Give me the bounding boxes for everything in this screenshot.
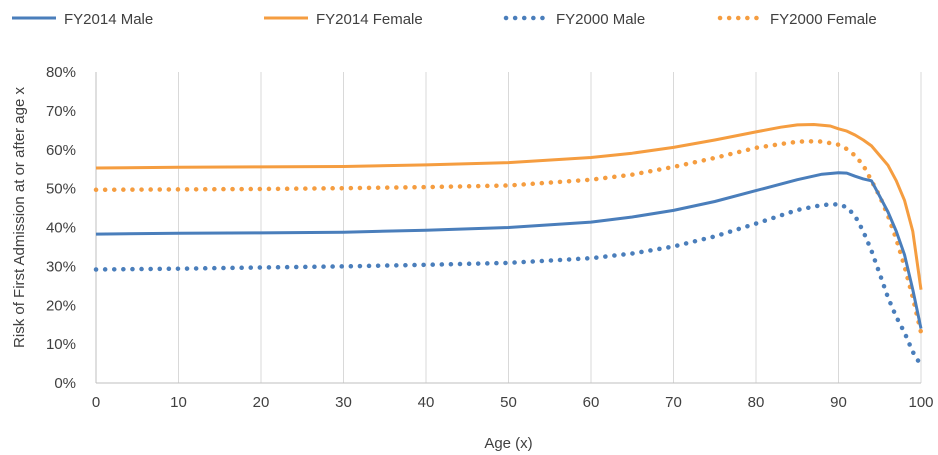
plot-area: [93, 123, 924, 368]
x-tick-label: 90: [830, 394, 847, 411]
y-tick-label: 40%: [46, 220, 76, 237]
series-line-fy2000-male: [93, 201, 924, 368]
x-tick-label: 0: [92, 394, 100, 411]
x-axis: 0 10 20 30 40 50 60 70 80 90 100: [92, 394, 934, 411]
legend-item-fy2014-male: FY2014 Male: [12, 11, 153, 28]
x-tick-label: 80: [748, 394, 765, 411]
x-tick-label: 50: [500, 394, 517, 411]
legend-label: FY2014 Female: [316, 11, 423, 28]
y-tick-label: 60%: [46, 142, 76, 159]
y-tick-label: 70%: [46, 103, 76, 120]
y-tick-label: 80%: [46, 64, 76, 81]
series-line-fy2014-female: [95, 123, 923, 290]
series-line-fy2014-male: [95, 171, 923, 329]
y-tick-label: 0%: [54, 375, 76, 392]
x-tick-label: 40: [418, 394, 435, 411]
legend: FY2014 Male FY2014 Female FY2000 Male FY200…: [12, 11, 877, 28]
legend-label: FY2000 Male: [556, 11, 645, 28]
y-axis-title: Risk of First Admission at or after age …: [11, 87, 28, 348]
legend-label: FY2014 Male: [64, 11, 153, 28]
legend-label: FY2000 Female: [770, 11, 877, 28]
y-tick-label: 10%: [46, 336, 76, 353]
x-tick-label: 10: [170, 394, 187, 411]
x-tick-label: 70: [665, 394, 682, 411]
x-tick-label: 20: [253, 394, 270, 411]
y-tick-label: 30%: [46, 258, 76, 275]
legend-item-fy2000-female: FY2000 Female: [717, 11, 877, 28]
y-tick-label: 50%: [46, 181, 76, 198]
x-tick-label: 60: [583, 394, 600, 411]
x-tick-label: 100: [908, 394, 933, 411]
x-tick-label: 30: [335, 394, 352, 411]
x-axis-title: Age (x): [484, 435, 532, 452]
y-tick-label: 20%: [46, 297, 76, 314]
gridlines: [95, 72, 922, 384]
y-axis: 0% 10% 20% 30% 40% 50% 60% 70% 80%: [46, 64, 76, 392]
legend-item-fy2014-female: FY2014 Female: [264, 11, 423, 28]
legend-item-fy2000-male: FY2000 Male: [503, 11, 645, 28]
